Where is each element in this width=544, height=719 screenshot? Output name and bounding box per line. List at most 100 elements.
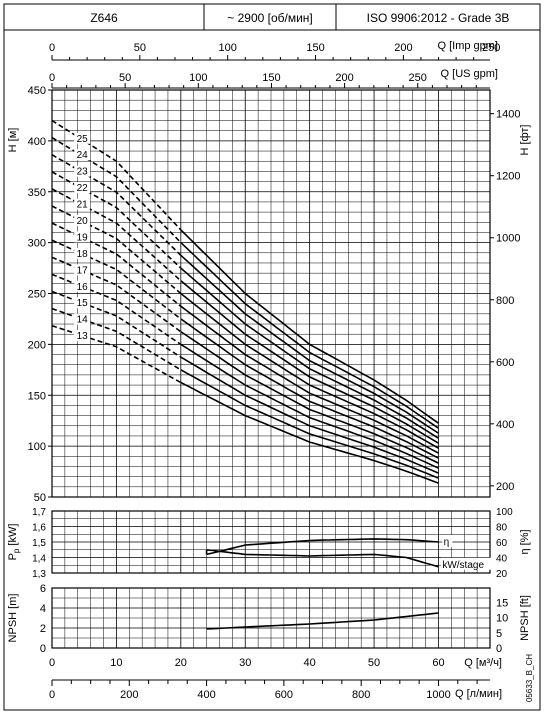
head-panel: 50 100 150 200 250 300 350 400 450 200 400 600 800 10… xyxy=(28,85,521,504)
head-curve-stage-13 xyxy=(180,381,439,484)
head-curve-dashed-stage-24 xyxy=(51,136,182,244)
q-lmin-tick: 1000 xyxy=(426,689,450,701)
imp-gpm-label: Q [Imp gpm] xyxy=(437,40,498,52)
us-gpm-tick: 100 xyxy=(189,72,207,84)
stage-label-bg xyxy=(74,264,91,276)
stage-label-bg xyxy=(74,182,91,194)
q-lmin-tick: 800 xyxy=(352,689,370,701)
efficiency-curve xyxy=(206,538,439,556)
npsh-m-tick: 0 xyxy=(40,643,46,655)
stage-label: 22 xyxy=(77,183,89,194)
npsh-m-axis-label: NPSH [m] xyxy=(7,594,19,643)
head-m-tick: 150 xyxy=(28,390,46,402)
stage-label-bg xyxy=(74,280,91,292)
imp-gpm-tick: 250 xyxy=(482,42,500,54)
head-curve-stage-14 xyxy=(180,369,439,479)
head-curve-dashed-stage-21 xyxy=(51,188,182,282)
imp-gpm-tick: 50 xyxy=(134,42,146,54)
q-m3h-tick: 30 xyxy=(239,657,251,669)
stage-label: 25 xyxy=(77,134,89,145)
head-curve-dashed-stage-17 xyxy=(51,256,182,333)
eff-axis-label: η [%] xyxy=(519,529,531,554)
head-curve-stage-20 xyxy=(180,292,439,449)
eff-tick: 40 xyxy=(496,554,508,565)
npsh-ft-tick: 10 xyxy=(496,613,508,625)
eff-tick: 20 xyxy=(496,569,508,580)
us-gpm-tick: 50 xyxy=(119,72,131,84)
drawing-code: 05633_B_CH xyxy=(525,654,534,702)
head-m-tick: 250 xyxy=(28,289,46,301)
stage-label: 21 xyxy=(77,200,89,211)
power-tick: 1,3 xyxy=(32,569,46,580)
stage-label-bg xyxy=(74,330,91,342)
top-flow-axes: Q [Imp gpm] Q [US gpm] 0 50 100 150 200 250 0 5… xyxy=(49,40,500,89)
head-curve-dashed-stage-20 xyxy=(51,205,182,295)
eff-tick: 80 xyxy=(496,523,508,534)
head-ft-axis-label: H [фт] xyxy=(519,125,531,156)
head-ft-tick: 800 xyxy=(496,295,514,307)
stage-label: 16 xyxy=(77,282,89,293)
npsh-ft-axis-label: NPSH [ft] xyxy=(519,595,531,641)
power-efficiency-panel: 1,3 1,4 1,5 1,6 1,7 20 40 60 80 100 η kW/stage xyxy=(32,507,513,580)
npsh-curve xyxy=(206,612,439,630)
head-ft-tick: 1200 xyxy=(496,171,520,183)
imp-gpm-tick: 100 xyxy=(219,42,237,54)
stage-label-bg xyxy=(74,198,91,210)
head-curve-stage-19 xyxy=(180,305,439,454)
stage-label-bg xyxy=(74,313,91,325)
stage-label: 13 xyxy=(77,331,89,342)
us-gpm-tick: 0 xyxy=(49,72,55,84)
head-m-tick: 350 xyxy=(28,187,46,199)
q-m3h-tick: 10 xyxy=(110,657,122,669)
q-lmin-tick: 200 xyxy=(120,689,138,701)
power-curve-label: kW/stage xyxy=(442,560,484,571)
npsh-ft-tick: 15 xyxy=(496,597,508,609)
head-curve-stage-16 xyxy=(180,343,439,469)
eff-tick: 60 xyxy=(496,538,508,549)
q-m3h-tick: 20 xyxy=(175,657,187,669)
us-gpm-label: Q [US gpm] xyxy=(441,68,498,80)
power-tick: 1,6 xyxy=(32,523,46,534)
stage-label-bg xyxy=(74,297,91,309)
head-curve-dashed-stage-14 xyxy=(51,307,182,371)
head-ft-tick: 400 xyxy=(496,419,514,431)
head-curve-stage-17 xyxy=(180,331,439,464)
npsh-m-tick: 6 xyxy=(40,583,46,595)
q-lmin-label: Q [л/мин] xyxy=(455,688,502,700)
head-m-tick: 450 xyxy=(28,85,46,97)
head-curve-dashed-stage-22 xyxy=(51,171,182,269)
head-ft-tick: 600 xyxy=(496,357,514,369)
power-frame xyxy=(51,510,491,574)
imp-gpm-tick: 200 xyxy=(394,42,412,54)
sheet-frame xyxy=(3,29,541,711)
head-curve-stage-24 xyxy=(180,242,439,429)
head-m-tick: 100 xyxy=(28,441,46,453)
q-m3h-label: Q [м³/ч] xyxy=(464,657,502,669)
power-label-bg xyxy=(441,557,494,570)
stage-label: 20 xyxy=(77,216,89,227)
head-m-tick: 400 xyxy=(28,136,46,148)
head-curve-dashed-stage-18 xyxy=(51,239,182,320)
stage-label-bg xyxy=(74,231,91,243)
power-axis-label: Pp [kW] xyxy=(7,524,21,561)
power-curve xyxy=(206,549,439,568)
npsh-ft-tick: 5 xyxy=(496,628,502,640)
power-tick: 1,5 xyxy=(32,538,46,549)
q-lmin-tick: 600 xyxy=(275,689,293,701)
stage-label-bg xyxy=(74,215,91,227)
stage-label: 23 xyxy=(77,167,89,178)
speed-label: ~ 2900 [об/мин] xyxy=(227,11,313,25)
power-tick: 1,4 xyxy=(32,554,46,565)
stage-label-bg xyxy=(74,132,91,144)
npsh-m-tick: 4 xyxy=(40,603,46,615)
imp-gpm-tick: 0 xyxy=(49,42,55,54)
q-m3h-tick: 50 xyxy=(368,657,380,669)
stage-label: 17 xyxy=(77,265,89,276)
stage-label: 19 xyxy=(77,232,89,243)
q-lmin-tick: 0 xyxy=(49,689,55,701)
bottom-flow-axes: 0 10 20 30 40 50 600 200 400 600 800 1000 xyxy=(49,657,490,701)
header-table: Z646 ~ 2900 [об/мин] ISO 9906:2012 - Gra… xyxy=(3,3,541,31)
head-m-tick: 300 xyxy=(28,238,46,250)
